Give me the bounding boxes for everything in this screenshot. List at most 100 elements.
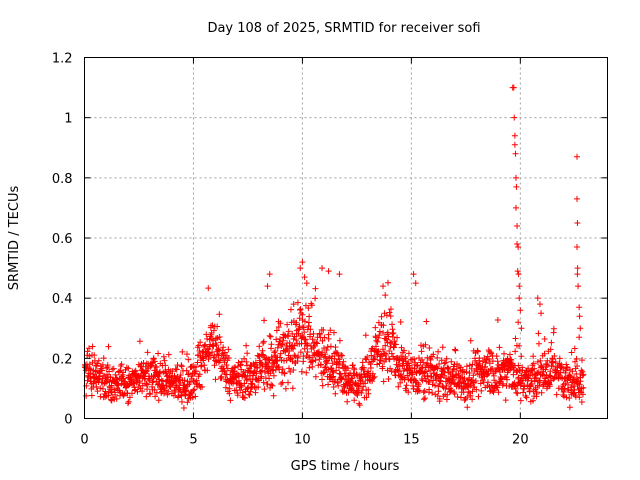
data-point — [482, 363, 489, 370]
data-point — [91, 352, 98, 359]
data-point — [335, 382, 342, 389]
data-point — [304, 348, 311, 355]
data-point — [136, 338, 143, 345]
data-point — [498, 376, 505, 383]
data-point — [518, 325, 525, 332]
data-point — [516, 283, 523, 290]
data-point — [433, 363, 440, 370]
data-point — [387, 343, 394, 350]
data-point — [367, 364, 374, 371]
data-point — [477, 380, 484, 387]
data-point — [493, 353, 500, 360]
data-point — [86, 345, 93, 352]
data-point — [531, 378, 538, 385]
data-point — [260, 339, 267, 346]
data-point — [312, 295, 319, 302]
data-point — [445, 369, 452, 376]
data-point — [175, 393, 182, 400]
data-point — [231, 375, 238, 382]
data-point — [116, 368, 123, 375]
data-point — [131, 368, 138, 375]
data-point — [143, 380, 150, 387]
data-point — [94, 388, 101, 395]
data-point — [392, 341, 399, 348]
data-point — [87, 366, 94, 373]
data-point — [134, 388, 141, 395]
data-point — [510, 84, 517, 91]
data-point — [113, 395, 120, 402]
data-point — [223, 362, 230, 369]
data-point — [148, 362, 155, 369]
data-point — [537, 357, 544, 364]
data-point — [140, 359, 147, 366]
data-point — [397, 379, 404, 386]
data-point — [511, 114, 518, 121]
data-point — [205, 285, 212, 292]
data-point — [253, 370, 260, 377]
data-point — [398, 353, 405, 360]
data-point — [234, 392, 241, 399]
data-point — [534, 295, 541, 302]
data-point — [123, 382, 130, 389]
data-point — [484, 371, 491, 378]
data-point — [546, 383, 553, 390]
data-point — [390, 329, 397, 336]
data-point — [576, 304, 583, 311]
data-point — [513, 183, 520, 190]
data-point — [192, 393, 199, 400]
data-point — [516, 342, 523, 349]
data-point — [194, 359, 201, 366]
data-point — [534, 370, 541, 377]
data-point — [302, 318, 309, 325]
data-point — [448, 358, 455, 365]
data-point — [225, 354, 232, 361]
data-point — [266, 375, 273, 382]
data-point — [575, 283, 582, 290]
data-point — [397, 319, 404, 326]
data-point — [383, 336, 390, 343]
data-point — [576, 313, 583, 320]
data-point — [216, 311, 223, 318]
data-point — [322, 353, 329, 360]
data-point — [170, 392, 177, 399]
data-point — [243, 358, 250, 365]
data-point — [374, 338, 381, 345]
data-point — [260, 338, 267, 345]
data-point — [241, 355, 248, 362]
data-point — [528, 377, 535, 384]
data-point — [93, 383, 100, 390]
data-point — [282, 385, 289, 392]
data-point — [216, 333, 223, 340]
data-point — [86, 361, 93, 368]
data-point — [541, 336, 548, 343]
data-point — [325, 268, 332, 275]
data-point — [346, 379, 353, 386]
data-point — [415, 355, 422, 362]
data-point — [204, 367, 211, 374]
data-point — [293, 337, 300, 344]
data-point — [536, 301, 543, 308]
data-point — [363, 394, 370, 401]
data-point — [173, 366, 180, 373]
data-point — [375, 334, 382, 341]
data-point — [328, 374, 335, 381]
data-point — [516, 295, 523, 302]
data-point — [573, 244, 580, 251]
data-point — [552, 358, 559, 365]
data-point — [527, 383, 534, 390]
data-point — [469, 388, 476, 395]
data-point — [573, 355, 580, 362]
data-point — [199, 383, 206, 390]
data-point — [413, 362, 420, 369]
data-point — [384, 279, 391, 286]
data-point — [273, 336, 280, 343]
data-point — [264, 283, 271, 290]
data-point — [206, 336, 213, 343]
data-point — [455, 370, 462, 377]
data-point — [317, 361, 324, 368]
data-point — [359, 359, 366, 366]
data-point — [267, 333, 274, 340]
data-point — [403, 382, 410, 389]
data-point — [185, 356, 192, 363]
data-point — [257, 359, 264, 366]
